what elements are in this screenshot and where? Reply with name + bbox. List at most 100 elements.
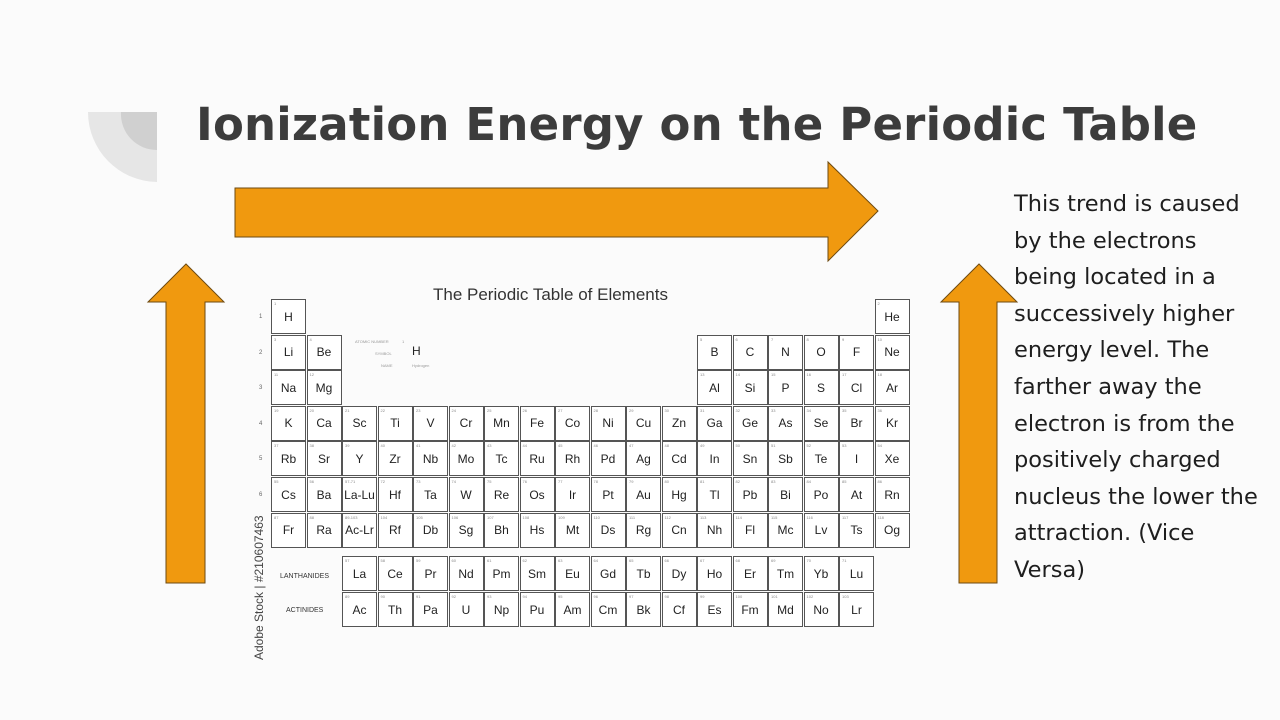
element-symbol: Bi <box>780 487 791 502</box>
element-symbol: I <box>854 451 859 466</box>
atomic-number: 49 <box>700 443 705 449</box>
atomic-number: 22 <box>380 407 385 413</box>
element-symbol: Mo <box>457 451 475 466</box>
atomic-number: 112 <box>664 514 671 520</box>
element-symbol: Nd <box>458 566 474 581</box>
element-symbol: Gd <box>599 566 616 581</box>
actinide-cell-bk: 97 Bk <box>626 592 661 627</box>
element-symbol: Pd <box>600 451 616 466</box>
element-symbol: Po <box>813 487 829 502</box>
atomic-number: 111 <box>629 514 636 520</box>
periodic-table-title: The Periodic Table of Elements <box>433 285 668 304</box>
atomic-number: 12 <box>309 372 314 378</box>
atomic-number: 11 <box>274 372 279 378</box>
atomic-number: 24 <box>451 407 456 413</box>
element-cell-xe: 54 Xe <box>874 441 910 477</box>
atomic-number: 13 <box>700 372 705 378</box>
element-symbol: Tl <box>709 487 720 502</box>
element-cell-ti: 22 Ti <box>377 405 413 441</box>
atomic-number: 9 <box>842 336 845 342</box>
element-cell-ta: 73 Ta <box>413 477 448 512</box>
lanthanide-cell-nd: 60 Nd <box>448 556 484 591</box>
element-symbol: Bk <box>636 602 651 617</box>
element-symbol: Y <box>355 451 364 466</box>
element-cell-fl: 114 Fl <box>732 512 768 548</box>
element-symbol: Ra <box>316 523 332 538</box>
element-symbol: Ts <box>850 523 863 538</box>
atomic-number: 44 <box>522 443 527 449</box>
atomic-number: 5 <box>700 336 703 342</box>
atomic-number: 31 <box>700 407 705 413</box>
atomic-number: 40 <box>380 443 385 449</box>
element-cell-se: 34 Se <box>803 405 839 441</box>
element-symbol: Cr <box>459 416 473 431</box>
atomic-number: 61 <box>487 558 492 563</box>
lanthanide-cell-la: 57 La <box>342 556 377 591</box>
atomic-number: 17 <box>842 372 847 378</box>
actinide-cell-th: 90 Th <box>377 592 413 627</box>
atomic-number: 50 <box>735 443 740 449</box>
element-symbol: Cm <box>598 602 618 617</box>
atomic-number: 86 <box>877 479 882 484</box>
element-symbol: Sr <box>318 451 330 466</box>
element-symbol: Ne <box>884 345 900 360</box>
atomic-number: 41 <box>416 443 421 449</box>
element-cell-y: 39 Y <box>342 441 377 477</box>
element-symbol: Lv <box>814 523 828 538</box>
element-cell-ra: 88 Ra <box>306 512 342 548</box>
element-cell-kr: 36 Kr <box>874 405 910 441</box>
element-symbol: Cs <box>281 487 296 502</box>
atomic-number: 83 <box>771 479 776 484</box>
atomic-number: 84 <box>806 479 811 484</box>
atomic-number: 89-103 <box>345 514 358 520</box>
atomic-number: 89 <box>345 594 350 599</box>
element-symbol: Na <box>280 380 297 395</box>
element-symbol: B <box>710 345 719 360</box>
atomic-number: 109 <box>558 514 565 520</box>
element-symbol: Eu <box>565 566 580 581</box>
atomic-number: 51 <box>771 443 776 449</box>
element-symbol: Rf <box>389 523 401 538</box>
atomic-number: 64 <box>593 558 598 563</box>
element-cell-fr: 87 Fr <box>271 512 306 548</box>
atomic-number: 98 <box>664 594 669 599</box>
legend-atomic-number-value: 1 <box>402 339 405 344</box>
element-cell-fe: 26 Fe <box>519 405 555 441</box>
element-symbol: Ir <box>568 487 577 502</box>
atomic-number: 10 <box>877 336 882 342</box>
element-cell-mt: 109 Mt <box>555 512 590 548</box>
period-label: 5 <box>259 456 263 463</box>
period-label: 4 <box>259 420 263 427</box>
element-cell-rb: 37 Rb <box>271 441 306 477</box>
element-symbol: Ac-Lr <box>345 523 374 538</box>
actinide-cell-cm: 96 Cm <box>590 592 626 627</box>
atomic-number: 58 <box>380 558 385 563</box>
element-cell-sn: 50 Sn <box>732 441 768 477</box>
element-symbol: La-Lu <box>344 487 375 502</box>
atomic-number: 36 <box>877 407 882 413</box>
atomic-number: 29 <box>629 407 634 413</box>
element-cell-pd: 46 Pd <box>590 441 626 477</box>
legend-symbol-value: H <box>412 344 421 358</box>
element-cell-si: 14 Si <box>732 370 768 406</box>
atomic-number: 73 <box>416 479 421 484</box>
atomic-number: 2 <box>877 301 880 306</box>
element-symbol: Cu <box>635 416 652 431</box>
atomic-number: 79 <box>629 479 634 484</box>
element-cell-as: 33 As <box>768 405 803 441</box>
atomic-number: 100 <box>735 594 743 599</box>
element-symbol: Cl <box>850 380 863 395</box>
element-symbol: Al <box>709 380 720 395</box>
element-symbol: Tb <box>636 566 651 581</box>
element-symbol: Sn <box>742 451 758 466</box>
atomic-number: 3 <box>274 336 277 342</box>
element-cell-bh: 107 Bh <box>484 512 519 548</box>
period-label: 7 <box>259 527 263 534</box>
atomic-number: 72 <box>380 479 385 484</box>
element-symbol: Np <box>493 602 510 617</box>
element-cell-ru: 44 Ru <box>519 441 555 477</box>
legend-atomic-number-label: ATOMIC NUMBER <box>355 339 389 344</box>
corner-decoration <box>88 112 157 182</box>
element-cell-at: 85 At <box>839 477 874 512</box>
